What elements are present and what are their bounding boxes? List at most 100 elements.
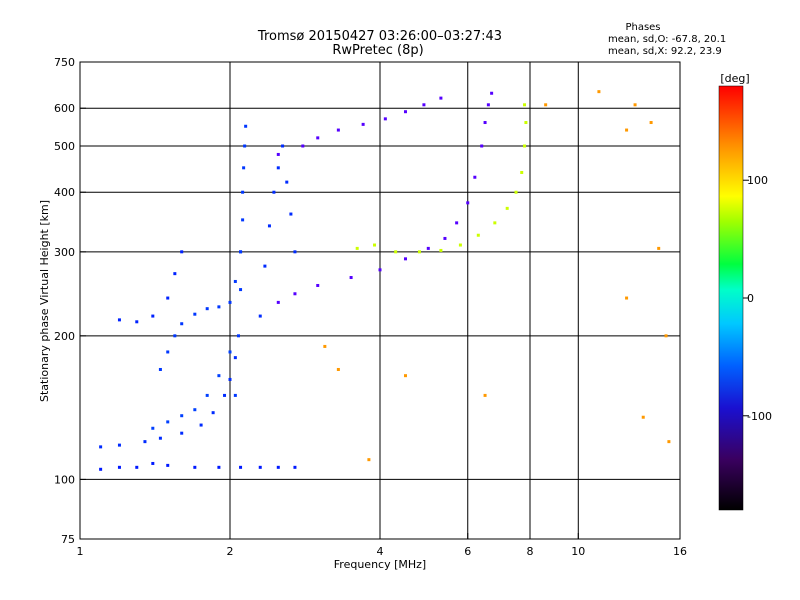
data-point: [166, 420, 170, 424]
data-point: [281, 144, 285, 148]
data-point: [455, 221, 459, 225]
data-point: [205, 307, 209, 311]
legend-line-x: mean, sd,X: 92.2, 23.9: [608, 46, 722, 57]
data-point: [483, 121, 487, 125]
data-point: [523, 144, 527, 148]
x-tick-label: 8: [527, 545, 534, 558]
data-point: [649, 121, 653, 125]
data-point: [483, 393, 487, 397]
data-point: [211, 411, 215, 415]
data-point: [180, 414, 184, 418]
grid: [80, 62, 680, 539]
data-point: [466, 201, 470, 205]
data-point: [373, 243, 377, 247]
data-point: [223, 393, 227, 397]
data-point: [244, 124, 248, 128]
data-point: [367, 458, 371, 462]
data-point: [336, 128, 340, 132]
data-point: [228, 377, 232, 381]
data-point: [641, 415, 645, 419]
data-point: [233, 356, 237, 360]
data-point: [258, 314, 262, 318]
data-point: [117, 318, 121, 322]
y-axis-ticks: 75 100 200 300 400 500 600 750: [54, 56, 86, 546]
data-point: [394, 250, 398, 254]
data-point: [403, 110, 407, 114]
y-tick-label: 500: [54, 140, 75, 153]
data-point: [228, 350, 232, 354]
data-point: [99, 445, 103, 449]
data-point: [166, 463, 170, 467]
data-point: [173, 334, 177, 338]
y-tick-label: 75: [61, 533, 75, 546]
data-point: [378, 268, 382, 272]
data-point: [193, 312, 197, 316]
legend-line-o: mean, sd,O: -67.8, 20.1: [608, 34, 726, 45]
data-point: [193, 408, 197, 412]
data-point: [276, 300, 280, 304]
data-point: [143, 440, 147, 444]
data-point: [486, 103, 490, 107]
data-point: [520, 170, 524, 174]
data-point: [597, 90, 601, 94]
data-point: [316, 136, 320, 140]
colorbar-tick-label: -100: [747, 410, 772, 423]
data-point: [667, 440, 671, 444]
colorbar-ticks: 100 0 -100: [743, 174, 772, 423]
data-point: [657, 246, 661, 250]
data-point: [241, 218, 245, 222]
data-point: [217, 305, 221, 309]
data-point: [272, 190, 276, 194]
data-point: [473, 175, 477, 179]
data-point: [514, 190, 518, 194]
data-point: [301, 144, 305, 148]
data-point: [158, 436, 162, 440]
x-tick-label: 10: [571, 545, 585, 558]
data-point: [289, 212, 293, 216]
data-point: [476, 233, 480, 237]
data-point: [323, 344, 327, 348]
data-point: [276, 166, 280, 170]
data-point: [99, 467, 103, 471]
data-points: [99, 90, 671, 471]
data-point: [166, 350, 170, 354]
data-point: [293, 465, 297, 469]
data-point: [158, 367, 162, 371]
data-point: [258, 465, 262, 469]
colorbar: [718, 85, 744, 511]
data-point: [493, 221, 497, 225]
x-tick-label: 2: [227, 545, 234, 558]
data-point: [117, 443, 121, 447]
data-point: [166, 296, 170, 300]
x-axis-ticks: 1 2 4 6 8 10 16: [77, 533, 687, 558]
data-point: [239, 288, 243, 292]
data-point: [625, 128, 629, 132]
data-point: [199, 423, 203, 427]
data-point: [523, 103, 527, 107]
data-point: [233, 393, 237, 397]
data-point: [180, 250, 184, 254]
data-point: [439, 96, 443, 100]
data-point: [633, 103, 637, 107]
data-point: [205, 393, 209, 397]
y-tick-label: 400: [54, 186, 75, 199]
y-tick-label: 100: [54, 473, 75, 486]
y-tick-label: 600: [54, 102, 75, 115]
data-point: [228, 300, 232, 304]
data-point: [276, 152, 280, 156]
data-point: [151, 314, 155, 318]
y-axis-label: Stationary phase Virtual Height [km]: [38, 200, 51, 402]
data-point: [293, 292, 297, 296]
x-tick-label: 4: [377, 545, 384, 558]
data-point: [193, 465, 197, 469]
data-point: [217, 374, 221, 378]
data-point: [239, 465, 243, 469]
colorbar-tick-label: 0: [747, 292, 754, 305]
data-point: [239, 250, 243, 254]
data-point: [242, 166, 246, 170]
data-point: [241, 190, 245, 194]
y-tick-label: 200: [54, 330, 75, 343]
y-tick-label: 300: [54, 246, 75, 259]
chart-subtitle: RwPretec (8p): [332, 43, 423, 58]
data-point: [151, 461, 155, 465]
